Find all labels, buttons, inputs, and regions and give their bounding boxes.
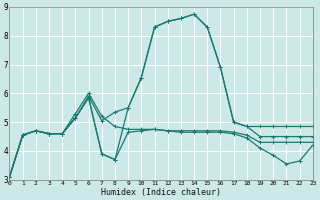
- X-axis label: Humidex (Indice chaleur): Humidex (Indice chaleur): [101, 188, 221, 197]
